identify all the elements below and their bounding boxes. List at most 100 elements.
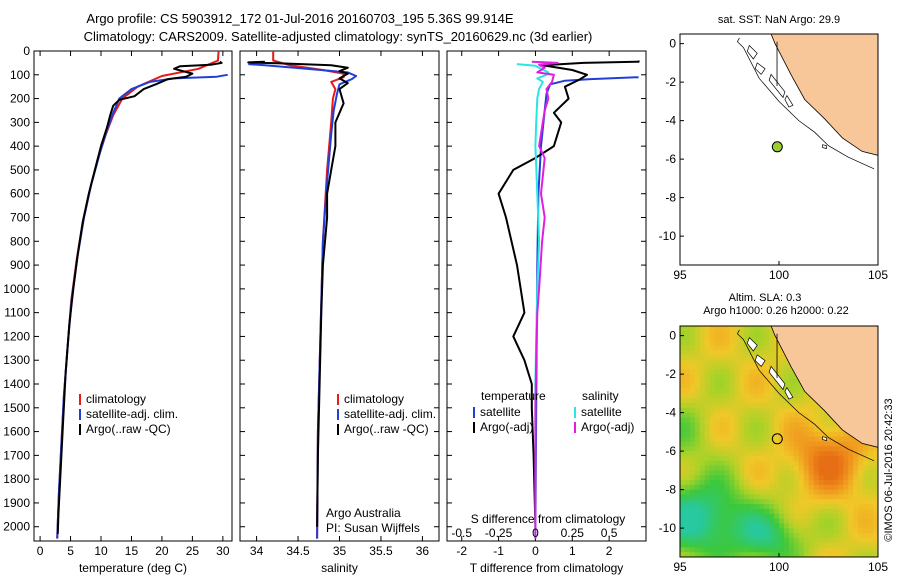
sla-cell <box>704 412 711 419</box>
sla-cell <box>818 508 825 515</box>
sla-cell <box>709 441 716 447</box>
sla-cell <box>813 499 820 505</box>
sla-cell <box>803 489 810 496</box>
sla-cell <box>739 422 745 428</box>
sla-cell <box>709 378 716 385</box>
sla-cell <box>808 422 815 428</box>
sla-cell <box>769 340 775 346</box>
sla-cell <box>744 412 750 419</box>
sla-cell <box>709 455 716 462</box>
sla-cell <box>729 340 736 346</box>
sla-cell <box>828 455 835 462</box>
sla-cell <box>793 542 800 548</box>
sla-cell <box>848 460 854 467</box>
sla-cell <box>739 480 745 486</box>
sla-cell <box>783 480 790 486</box>
sla-cell <box>818 489 825 496</box>
sla-cell <box>798 480 805 486</box>
sla-cell <box>788 480 795 486</box>
sla-cell <box>808 518 815 524</box>
sla-cell <box>868 470 874 476</box>
sla-cell <box>828 489 835 496</box>
sla-cell <box>734 504 740 510</box>
sla-cell <box>714 431 721 438</box>
sla-cell <box>823 422 830 428</box>
legend-title-temperature: temperature <box>481 389 546 403</box>
sla-cell <box>724 374 731 380</box>
sla-cell <box>694 552 701 557</box>
sla-cell <box>858 484 864 491</box>
sla-cell <box>769 393 775 399</box>
sla-cell <box>680 504 686 510</box>
sla-cell <box>694 427 701 433</box>
y-tick-label: 0 <box>669 37 676 51</box>
sla-cell <box>719 547 726 553</box>
sla-cell <box>734 398 740 404</box>
sla-cell <box>769 475 775 481</box>
sla-cell <box>704 359 711 366</box>
sla-cell <box>744 552 750 557</box>
island <box>746 336 758 352</box>
sla-cell <box>684 330 691 337</box>
sla-cell <box>793 513 800 520</box>
sla-cell <box>788 455 795 462</box>
sla-cell <box>684 446 691 452</box>
sla-cell <box>803 412 810 419</box>
sla-cell <box>759 330 765 337</box>
sla-cell <box>759 407 765 414</box>
sla-cell <box>694 537 701 544</box>
sla-cell <box>724 460 731 467</box>
sla-cell <box>769 345 775 351</box>
sla-cell <box>873 475 878 481</box>
sla-cell <box>704 431 711 438</box>
sla-cell <box>798 484 805 491</box>
sla-cell <box>724 388 731 394</box>
sla-cell <box>724 513 731 520</box>
sla-cell <box>729 407 736 414</box>
sla-cell <box>764 504 770 510</box>
sla-cell <box>724 383 731 390</box>
sla-cell <box>709 494 716 500</box>
sla-cell <box>764 335 770 342</box>
sla-cell <box>813 480 820 486</box>
sla-cell <box>759 455 765 462</box>
sla-cell <box>729 378 736 385</box>
sla-cell <box>833 451 839 457</box>
sla-cell <box>764 484 770 491</box>
sla-cell <box>823 499 830 505</box>
sla-cell <box>749 354 755 361</box>
sla-cell <box>779 494 785 500</box>
sla-cell <box>759 518 765 524</box>
sla-cell <box>749 369 755 375</box>
sla-cell <box>744 537 750 544</box>
sla-cell <box>779 441 785 447</box>
sla-cell <box>729 417 736 423</box>
sla-cell <box>788 398 795 404</box>
sla-cell <box>863 499 869 505</box>
sla-cell <box>764 508 770 515</box>
sla-cell <box>724 504 731 510</box>
sla-cell <box>739 537 745 544</box>
sla-cell <box>739 470 745 476</box>
sla-cell <box>699 518 706 524</box>
sla-cell <box>689 547 696 553</box>
sla-cell <box>783 403 790 409</box>
sla-cell <box>863 470 869 476</box>
sla-cell <box>788 407 795 414</box>
sla-cell <box>704 460 711 467</box>
sla-cell <box>754 465 760 471</box>
sla-cell <box>818 422 825 428</box>
sla-cell <box>739 451 745 457</box>
sla-cell <box>724 364 731 370</box>
sla-cell <box>729 326 736 332</box>
sla-cell <box>848 504 854 510</box>
sla-cell <box>813 542 820 548</box>
sla-cell <box>699 460 706 467</box>
sla-cell <box>754 417 760 423</box>
x-tick-label: -1 <box>493 544 504 558</box>
sla-cell <box>764 436 770 443</box>
sla-cell <box>734 489 740 496</box>
sla-cell <box>709 431 716 438</box>
sla-cell <box>739 436 745 443</box>
sla-cell <box>863 513 869 520</box>
